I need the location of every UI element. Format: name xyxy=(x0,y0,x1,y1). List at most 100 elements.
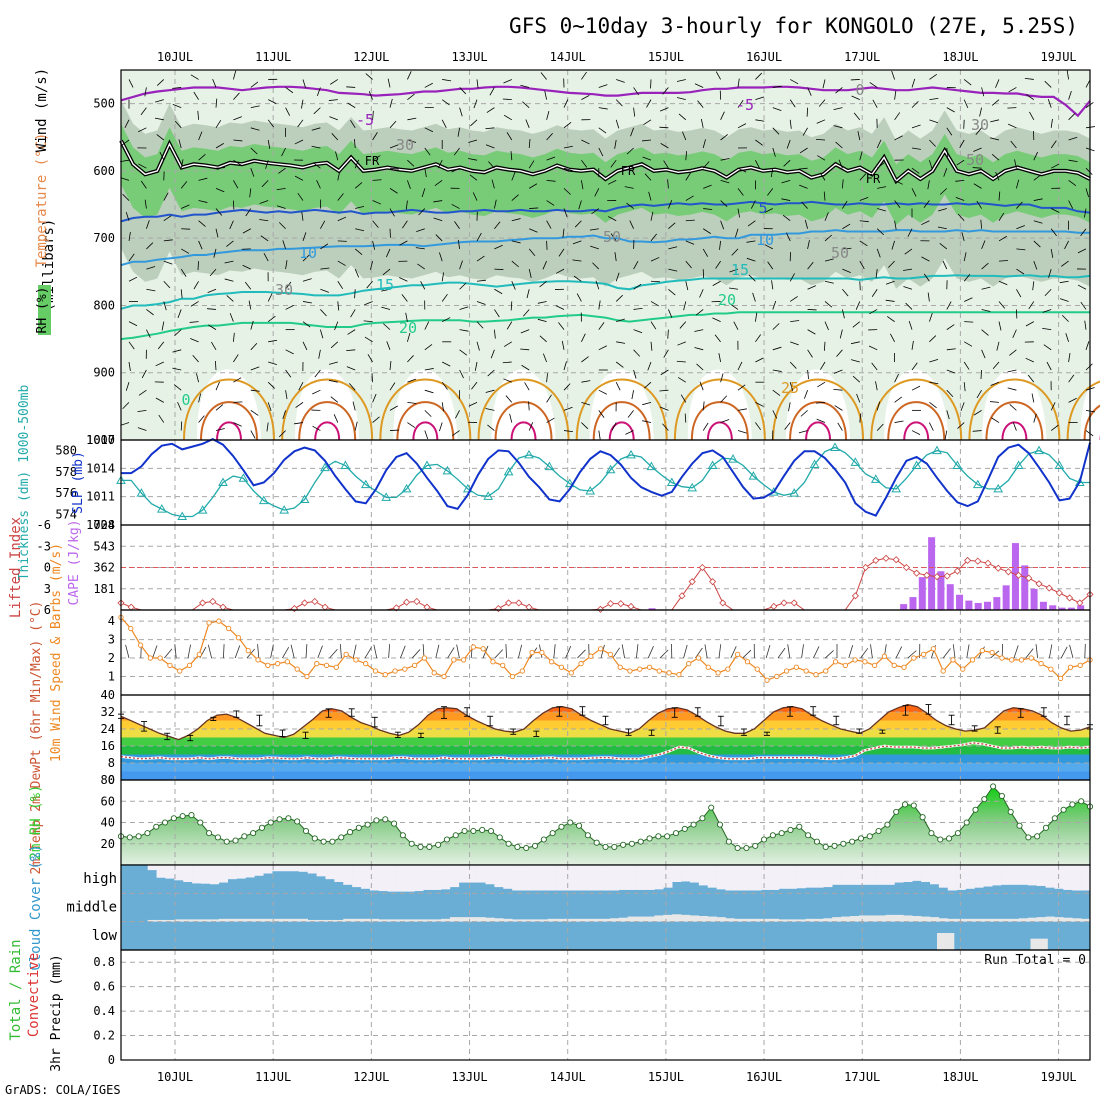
cloud-gap xyxy=(1063,865,1073,890)
wind-barb xyxy=(581,71,587,80)
wind-barb xyxy=(312,425,321,431)
rh-point xyxy=(787,826,794,833)
cape-bar xyxy=(1030,588,1038,610)
wind-barb xyxy=(704,644,708,659)
wind-barb xyxy=(511,194,519,201)
wind-speed-point xyxy=(754,666,760,672)
wind-barb xyxy=(407,180,411,189)
wind-barb xyxy=(859,413,862,423)
wind-barb xyxy=(939,188,948,195)
wind-barb xyxy=(1007,387,1017,391)
wind-barb xyxy=(172,349,182,353)
wind-barb xyxy=(650,321,657,330)
wind-barb xyxy=(633,369,637,379)
lifted-index-point xyxy=(984,559,992,567)
run-total-label: Run Total = 0 xyxy=(984,953,1086,968)
wind-barb xyxy=(815,401,826,404)
wind-barb xyxy=(927,180,930,190)
wind-barb xyxy=(737,384,746,391)
wind-speed-point xyxy=(862,659,868,665)
contour-label: 30 xyxy=(275,281,293,299)
axis-label: Total / Rain xyxy=(8,939,24,1040)
wind-barb xyxy=(946,369,956,374)
tick-label: 1014 xyxy=(86,461,115,475)
wind-barb xyxy=(320,243,329,250)
wind-barb xyxy=(1046,361,1052,371)
contour-label: 50 xyxy=(831,244,849,262)
wind-barb xyxy=(660,143,669,149)
wind-barb xyxy=(441,381,448,390)
wind-barb xyxy=(872,99,878,108)
rh-point xyxy=(549,830,556,837)
cloud-gap xyxy=(396,919,406,922)
wind-barb xyxy=(555,305,565,310)
wind-barb xyxy=(1050,140,1057,149)
wind-barb xyxy=(245,208,252,217)
cape-bar xyxy=(1002,585,1010,610)
wind-barb xyxy=(316,87,321,97)
wind-barb xyxy=(650,233,657,242)
wind-speed-point xyxy=(353,657,359,663)
rh-point xyxy=(258,824,265,831)
thickness-point xyxy=(544,461,555,471)
cape-bar xyxy=(1077,605,1085,610)
wind-barb xyxy=(807,369,809,379)
wind-barb xyxy=(1027,374,1035,383)
wind-barb xyxy=(966,644,970,659)
wind-barb xyxy=(694,83,704,88)
wind-barb xyxy=(1068,159,1078,162)
tick-label: 4 xyxy=(108,614,115,628)
lifted-index-point xyxy=(423,603,431,611)
cloud-gap xyxy=(227,865,237,880)
contour-label: 10 xyxy=(756,231,774,249)
wind-barb xyxy=(807,240,810,249)
isotherm-line xyxy=(772,378,865,441)
wind-barb xyxy=(439,422,443,432)
rh-point xyxy=(628,840,635,847)
wind-speed-point xyxy=(793,664,800,670)
wind-barb xyxy=(1061,314,1069,322)
rh-point xyxy=(197,819,204,826)
cloud-gap xyxy=(1036,865,1046,886)
wind-barb xyxy=(1050,228,1057,237)
cloud-gap xyxy=(992,865,1002,886)
wind-barb xyxy=(668,268,678,272)
cloud-gap xyxy=(654,915,664,922)
cloud-gap xyxy=(245,918,255,922)
cloud-gap xyxy=(201,919,211,922)
cloud-gap xyxy=(1036,917,1046,922)
wind-barb xyxy=(929,73,938,80)
wind-speed-point xyxy=(930,646,937,652)
wind-barb xyxy=(610,233,617,242)
rh-point xyxy=(487,827,495,835)
wind-barb xyxy=(233,354,239,363)
wind-speed-point xyxy=(216,618,222,624)
rh-point xyxy=(963,819,970,826)
tick-label: 40 xyxy=(101,816,115,830)
cloud-gap xyxy=(947,918,957,922)
thickness-point xyxy=(442,465,453,475)
wind-speed-point xyxy=(157,655,163,661)
wind-speed-point xyxy=(783,668,790,674)
wind-barb xyxy=(348,383,356,391)
wind-barb xyxy=(633,261,639,270)
wind-barb xyxy=(668,200,673,209)
wind-barb xyxy=(372,220,379,228)
wind-barb xyxy=(719,240,721,250)
wind-speed-point xyxy=(529,649,535,656)
wind-barb xyxy=(146,329,151,338)
wind-barb xyxy=(625,430,634,435)
wind-barb xyxy=(1050,424,1059,431)
wind-barb xyxy=(382,268,391,276)
cloud-gap xyxy=(343,918,353,922)
wind-barb xyxy=(297,119,304,128)
wind-barb xyxy=(734,228,739,238)
wind-barb xyxy=(459,260,463,270)
wind-barb xyxy=(642,401,652,406)
wind-barb xyxy=(976,200,982,209)
wind-barb xyxy=(644,381,652,389)
wind-speed-point xyxy=(891,662,897,669)
cloud-gap xyxy=(432,919,442,922)
wind-barb xyxy=(285,87,294,94)
cloud-row-label: middle xyxy=(66,900,117,916)
